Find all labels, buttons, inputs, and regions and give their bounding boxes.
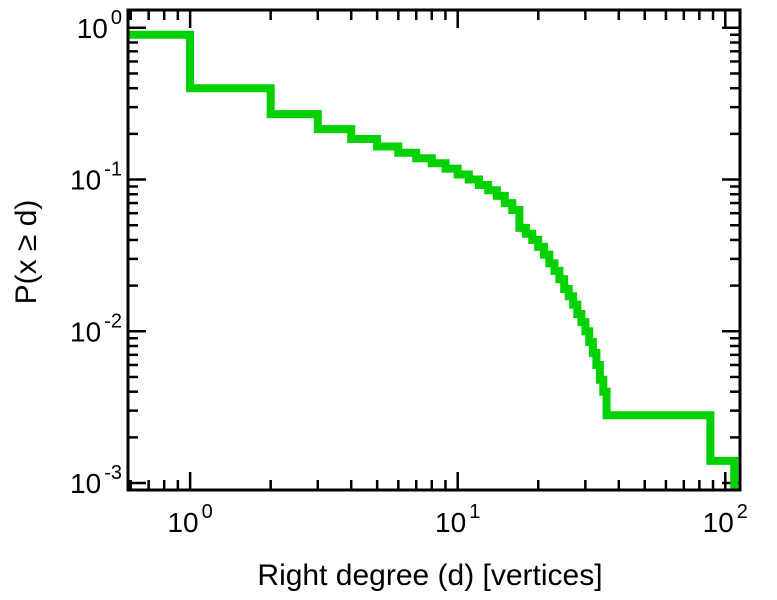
- y-tick-label: 10 -2: [70, 310, 122, 347]
- y-axis-title: P(x ≥ d): [10, 200, 43, 305]
- y-tick-label: 10 0: [77, 7, 122, 44]
- x-tick-label: 10 0: [167, 501, 212, 538]
- axis-tick-labels: 10 0 10 1 10 2 10 0 10 -1 10 -2 10 -3: [70, 7, 748, 538]
- ccdf-step-line: [128, 30, 739, 490]
- x-axis-title: Right degree (d) [vertices]: [257, 559, 602, 592]
- plot-frame: [126, 8, 742, 492]
- y-tick-label: 10 -1: [70, 159, 122, 196]
- y-tick-label: 10 -3: [70, 462, 122, 499]
- x-tick-label: 10 1: [435, 501, 480, 538]
- x-tick-label: 10 2: [703, 501, 748, 538]
